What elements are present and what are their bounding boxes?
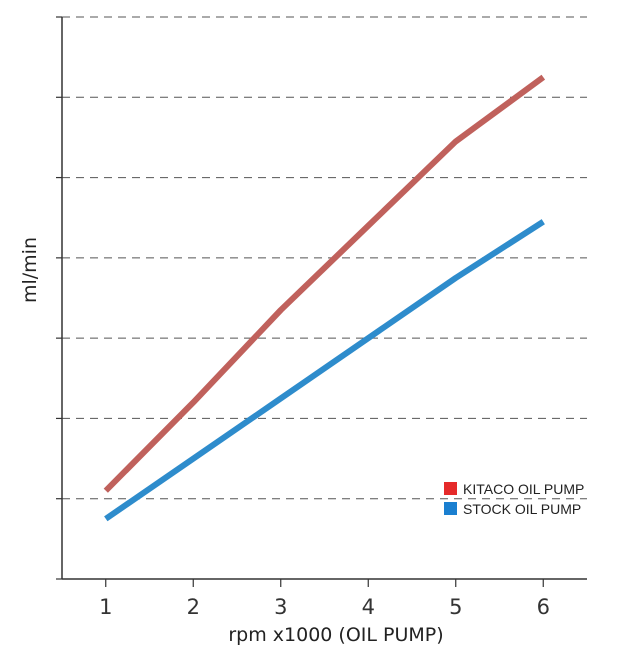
legend: KITACO OIL PUMP STOCK OIL PUMP: [444, 481, 584, 517]
y-axis-title: ml/min: [19, 237, 41, 303]
x-tick-label: 4: [362, 595, 375, 619]
series-line-kitaco: [103, 74, 546, 493]
x-axis-title: rpm x1000 (OIL PUMP): [228, 624, 443, 646]
legend-label: KITACO OIL PUMP: [463, 481, 584, 497]
legend-label: STOCK OIL PUMP: [463, 501, 581, 517]
series-lines: [103, 74, 546, 522]
x-tick-label: 2: [187, 595, 200, 619]
axes: [61, 17, 587, 580]
grid-lines: [56, 16, 587, 580]
x-tick-label: 3: [274, 595, 287, 619]
x-tick-label: 5: [449, 595, 462, 619]
legend-swatch: [444, 482, 457, 495]
legend-swatch: [444, 502, 457, 515]
x-tick-label: 1: [99, 595, 112, 619]
x-tick-label: 6: [537, 595, 550, 619]
series-line-stock: [104, 219, 545, 522]
x-ticks: 1 2 3 4 5 6: [99, 579, 550, 619]
